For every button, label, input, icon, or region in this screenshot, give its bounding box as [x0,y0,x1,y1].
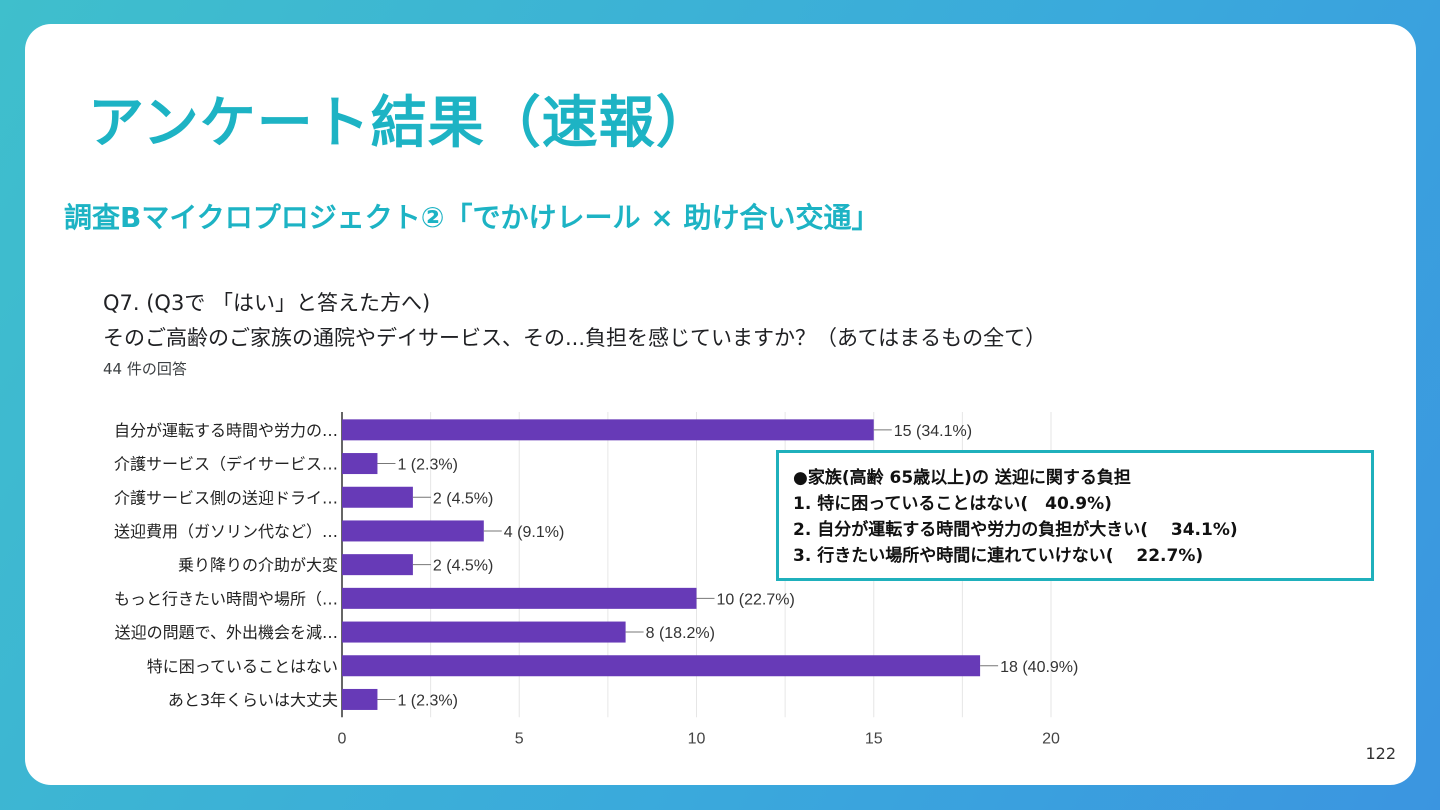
data-label: 4 (9.1%) [504,524,564,541]
response-count: 44 件の回答 [103,360,187,378]
bar [342,419,874,441]
data-label: 18 (40.9%) [1000,659,1078,676]
category-label: 介護サービス側の送迎ドライ… [114,488,338,507]
x-tick-label: 0 [338,730,347,747]
category-label: 特に困っていることはない [147,657,338,676]
category-label: 介護サービス（デイサービス… [114,455,338,474]
bar [342,655,981,677]
data-label: 8 (18.2%) [646,625,715,642]
category-label: 乗り降りの介助が大変 [178,556,338,575]
data-label: 1 (2.3%) [397,692,457,709]
summary-callout: ●家族(高齢 65歳以上)の 送迎に関する負担 1. 特に困っていることはない(… [776,450,1374,581]
slide-title: アンケート結果（速報） [88,91,713,156]
category-label: 送迎費用（ガソリン代など）… [114,522,338,541]
callout-item-2: 2. 自分が運転する時間や労力の負担が大きい( 34.1%) [793,520,1238,540]
bar [342,453,378,475]
data-label: 15 (34.1%) [894,423,972,440]
bar [342,621,626,643]
callout-item-1: 1. 特に困っていることはない( 40.9%) [793,494,1112,514]
slide-subtitle: 調査Bマイクロプロジェクト②「でかけレール × 助け合い交通」 [64,201,880,234]
category-label: あと3年くらいは大丈夫 [168,690,338,709]
data-label: 1 (2.3%) [397,457,457,474]
callout-heading: ●家族(高齢 65歳以上)の 送迎に関する負担 [793,468,1131,488]
bar [342,554,413,576]
page-number: 122 [1365,744,1396,763]
category-label: 自分が運転する時間や労力の… [114,421,338,440]
question-line-2: そのご高齢のご家族の通院やデイサービス、その...負担を感じていますか？（あては… [103,326,1047,350]
category-label: もっと行きたい時間や場所（… [114,589,338,608]
callout-item-3: 3. 行きたい場所や時間に連れていけない( 22.7%) [793,546,1204,566]
x-tick-label: 5 [515,730,524,747]
bar [342,587,697,609]
category-label: 送迎の問題で、外出機会を減… [115,623,338,642]
data-label: 2 (4.5%) [433,490,493,507]
x-tick-label: 15 [865,730,883,747]
x-tick-label: 10 [688,730,706,747]
x-tick-label: 20 [1042,730,1060,747]
bar [342,688,378,710]
bar [342,520,484,542]
bar [342,486,413,508]
data-label: 10 (22.7%) [717,591,795,608]
question-line-1: Q7. (Q3で 「はい」と答えた方へ) [103,291,431,315]
data-label: 2 (4.5%) [433,558,493,575]
